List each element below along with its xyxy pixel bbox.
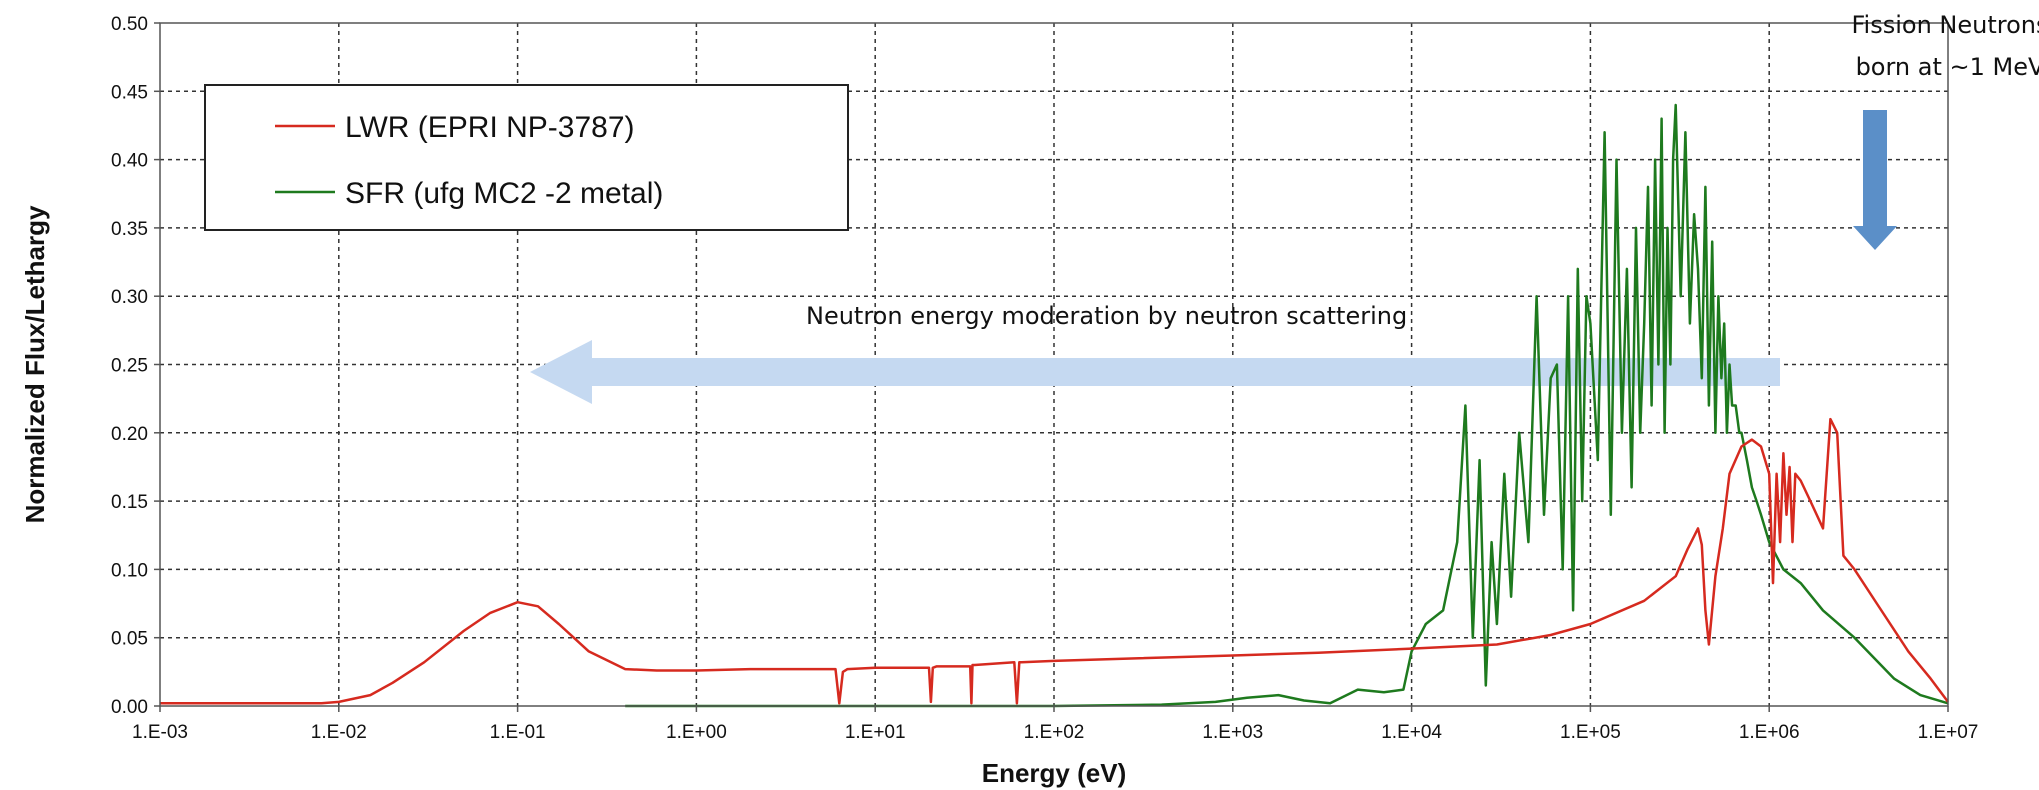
axis-ticks: 1.E-03 1.E-02 1.E-01 1.E+00 1.E+01 1.E+02 1.E+… — [111, 14, 1978, 743]
legend-label-lwr: LWR (EPRI NP-3787) — [345, 111, 635, 144]
series-layer — [160, 103, 1950, 708]
series-line-sfr — [625, 103, 1949, 708]
y-tick-label: 0.20 — [111, 424, 148, 445]
y-axis-title: Normalized Flux/Lethargy — [20, 205, 50, 523]
x-tick-label: 1.E+01 — [845, 722, 906, 743]
y-tick-label: 0.05 — [111, 629, 148, 650]
x-tick-label: 1.E-03 — [132, 722, 188, 743]
x-tick-label: 1.E+07 — [1918, 722, 1979, 743]
series-line-lwr — [160, 417, 1950, 705]
fission-arrow-shaft — [1863, 110, 1887, 228]
y-tick-label: 0.40 — [111, 151, 148, 172]
x-axis-title: Energy (eV) — [982, 758, 1127, 788]
legend-label-sfr: SFR (ufg MC2 -2 metal) — [345, 177, 663, 210]
x-tick-label: 1.E+04 — [1381, 722, 1442, 743]
y-tick-label: 0.50 — [111, 14, 148, 35]
moderation-arrow-shaft — [590, 358, 1780, 386]
fission-arrow-head — [1853, 226, 1897, 250]
legend-box — [204, 84, 849, 231]
legend: LWR (EPRI NP-3787) SFR (ufg MC2 -2 metal… — [204, 84, 849, 231]
x-tick-label: 1.E+05 — [1560, 722, 1621, 743]
y-tick-label: 0.45 — [111, 82, 148, 103]
annotation-arrows — [530, 110, 1897, 404]
y-tick-label: 0.15 — [111, 492, 148, 513]
fission-annotation-line2: born at ~1 MeV — [1856, 53, 2039, 81]
x-tick-label: 1.E-01 — [490, 722, 546, 743]
moderation-annotation: Neutron energy moderation by neutron sca… — [806, 302, 1407, 330]
y-tick-label: 0.25 — [111, 356, 148, 377]
y-tick-label: 0.30 — [111, 287, 148, 308]
x-tick-label: 1.E+06 — [1739, 722, 1800, 743]
y-tick-label: 0.00 — [111, 697, 148, 718]
y-tick-label: 0.10 — [111, 560, 148, 581]
x-tick-label: 1.E+03 — [1202, 722, 1263, 743]
x-tick-label: 1.E-02 — [311, 722, 367, 743]
moderation-arrow-head — [530, 340, 592, 404]
fission-annotation-line1: Fission Neutrons — [1851, 11, 2039, 39]
x-tick-label: 1.E+02 — [1024, 722, 1085, 743]
y-tick-label: 0.35 — [111, 219, 148, 240]
x-tick-label: 1.E+00 — [666, 722, 727, 743]
